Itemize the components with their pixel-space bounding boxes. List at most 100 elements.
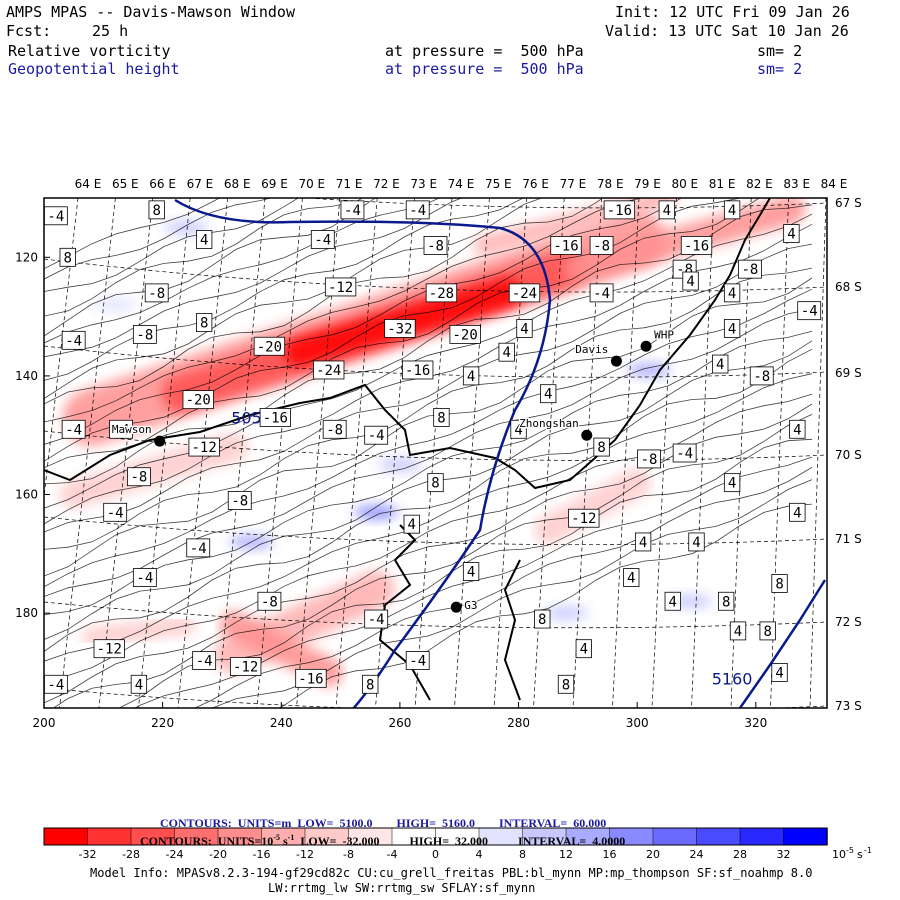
y-tick-label: 160	[15, 488, 38, 502]
vorticity-label: 4	[540, 384, 557, 404]
field1-smoothing: sm= 2	[757, 42, 803, 60]
positive-vorticity-patch	[93, 297, 138, 312]
vorticity-label: 4	[634, 532, 652, 552]
colorbar-unit-s: s	[857, 848, 863, 861]
vorticity-label: 4	[682, 271, 699, 291]
vorticity-label-box	[188, 437, 220, 457]
model-info-line1: Model Info: MPASv8.2.3-194-gf29cd82c CU:…	[90, 866, 813, 880]
vorticity-label-box	[227, 491, 252, 510]
colorbar-swatch	[43, 827, 89, 846]
vorticity-label: -16	[550, 236, 582, 255]
vorticity-label: -4	[589, 283, 614, 303]
vorticity-label-text: -16	[607, 203, 632, 219]
colorbar-tick-label: -12	[296, 848, 314, 861]
colorbar-swatch	[696, 827, 741, 846]
positive-vorticity-patch	[544, 606, 588, 621]
field2-smoothing: sm= 2	[757, 60, 803, 78]
vorticity-label-text: 8	[722, 594, 730, 610]
station-zhongshan: Zhongshan	[518, 416, 593, 441]
vorticity-label-box	[462, 366, 480, 386]
vorticity-label-box	[550, 236, 582, 255]
vorticity-label: 4	[462, 562, 480, 582]
top-axis-label: 70 E	[298, 177, 325, 191]
vorticity-label-text: 4	[514, 422, 522, 438]
vorticity-label-text: -8	[231, 493, 248, 509]
vorticity-label: 4	[575, 639, 592, 659]
y-tick-label: 140	[15, 369, 38, 383]
vorticity-label-box	[405, 651, 430, 670]
colorbar-tick-label: -20	[209, 848, 227, 861]
vorticity-label-box	[658, 200, 675, 220]
x-tick-label: 300	[626, 716, 649, 730]
vorticity-label-text: -4	[344, 203, 361, 219]
vorticity-label: -12	[568, 508, 600, 528]
vorticity-label: -4	[405, 651, 430, 670]
vorticity-label: -4	[364, 609, 389, 629]
vorticity-label: 4	[196, 230, 213, 249]
vorticity-label-text: -8	[741, 262, 758, 278]
vorticity-label-text: 8	[597, 440, 605, 456]
top-axis-label: 82 E	[746, 177, 773, 191]
vorticity-label-box	[718, 591, 735, 611]
y-tick-label: 180	[15, 606, 38, 620]
vorticity-label-text: 8	[152, 203, 160, 219]
vorticity-label-box	[737, 259, 762, 279]
vorticity-label-box	[789, 502, 806, 522]
vorticity-label: 4	[510, 419, 527, 439]
vorticity-label-box	[462, 562, 480, 582]
vorticity-label-box	[340, 200, 365, 220]
vorticity-label-text: -12	[192, 440, 217, 456]
vorticity-label-box	[682, 271, 699, 291]
height-label: 5160	[712, 669, 753, 688]
plot-frame	[43, 197, 828, 709]
vorticity-label-box	[322, 419, 347, 439]
vorticity-label-box	[534, 609, 551, 629]
vorticity-label: -4	[61, 330, 86, 350]
vorticity-label-box	[384, 319, 416, 338]
vorticity-label-text: -8	[261, 594, 278, 610]
right-axis-label: 69 S	[835, 366, 862, 380]
vorticity-label: 8	[427, 473, 444, 493]
vorticity-contour	[44, 267, 813, 553]
vorticity-label-text: 4	[627, 571, 635, 587]
vorticity-label: -24	[313, 360, 345, 380]
station-marker	[640, 340, 652, 352]
vorticity-contour	[44, 198, 543, 400]
vorticity-label: -4	[310, 230, 335, 249]
top-axis-label: 73 E	[410, 177, 437, 191]
station-marker	[154, 435, 166, 447]
height-contour-5100	[174, 198, 552, 708]
vorticity-label-text: 4	[502, 345, 510, 361]
meridian-line	[572, 198, 602, 708]
station-label: Davis	[575, 343, 608, 356]
vorticity-label: 8	[59, 247, 76, 267]
vorticity-label: -28	[425, 283, 458, 303]
vorticity-label: -12	[230, 657, 262, 676]
vorticity-label-text: 8	[366, 677, 374, 693]
vorticity-label-text: 4	[135, 677, 143, 693]
meridian-line	[138, 198, 191, 708]
negative-vorticity-band	[533, 468, 652, 545]
meridian-line	[98, 198, 154, 708]
vorticity-label-text: -16	[405, 363, 430, 379]
vorticity-label-box	[797, 301, 822, 321]
colorbar-tick-label: 12	[559, 848, 573, 861]
vorticity-label-box	[103, 502, 128, 522]
top-axis-label: 79 E	[634, 177, 661, 191]
vorticity-label: -32	[384, 319, 416, 338]
top-axis-label: 69 E	[261, 177, 288, 191]
vorticity-contour	[44, 340, 813, 641]
vorticity-label-text: -4	[107, 505, 124, 521]
right-axis-label: 67 S	[835, 196, 862, 210]
vorticity-label-text: -20	[453, 327, 478, 343]
vorticity-label: -4	[61, 419, 86, 439]
right-axis-label: 73 S	[835, 699, 862, 713]
vorticity-label-text: -4	[47, 209, 64, 225]
vorticity-label: -8	[737, 259, 762, 279]
vorticity-contour	[44, 308, 813, 601]
vorticity-label-text: 4	[669, 594, 677, 610]
positive-vorticity-patch	[627, 362, 672, 377]
vorticity-label-text: 8	[775, 576, 783, 592]
vorticity-label-text: 4	[544, 387, 552, 403]
